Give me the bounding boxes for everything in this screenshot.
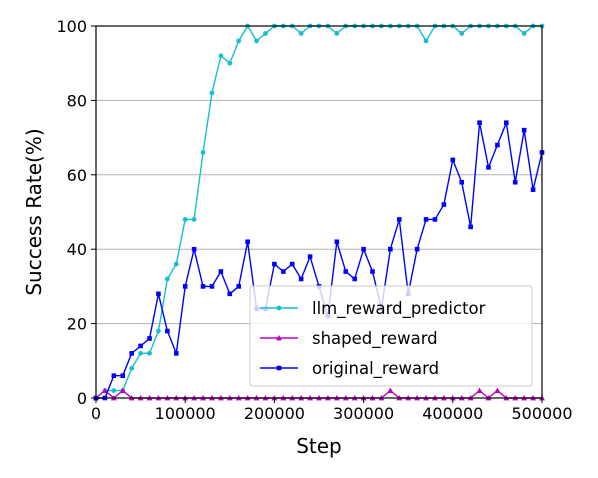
data-point: [361, 246, 366, 252]
data-point: [129, 351, 134, 356]
data-point: [191, 217, 197, 222]
x-axis-label: Step: [296, 434, 342, 458]
x-tick-label: 400000: [422, 404, 483, 423]
data-point: [396, 217, 402, 222]
legend-marker: [276, 365, 282, 371]
data-point: [298, 31, 304, 36]
data-point: [200, 284, 206, 289]
legend-marker: [276, 305, 282, 311]
legend-entry: llm_reward_predictor: [260, 299, 486, 319]
legend-entry: original_reward: [260, 359, 439, 379]
data-point: [236, 38, 242, 44]
data-point: [459, 179, 465, 185]
data-point: [477, 120, 482, 126]
legend-label: llm_reward_predictor: [312, 299, 486, 319]
y-tick-label: 0: [77, 389, 87, 408]
data-point: [218, 53, 224, 59]
data-point: [227, 291, 233, 297]
data-point: [236, 284, 242, 289]
data-point: [156, 328, 161, 334]
data-point: [101, 387, 108, 393]
data-point: [111, 373, 117, 378]
data-point: [200, 150, 206, 155]
data-point: [281, 269, 286, 274]
data-point: [138, 350, 144, 356]
data-point: [182, 217, 188, 222]
data-point: [512, 179, 518, 185]
data-point: [191, 246, 197, 252]
data-point: [504, 120, 509, 126]
legend: llm_reward_predictor shaped_rewardorigina…: [249, 285, 533, 387]
data-point: [298, 276, 304, 282]
x-tick-label: 100000: [155, 404, 216, 423]
data-point: [111, 388, 117, 393]
data-point: [227, 60, 233, 66]
data-point: [459, 31, 465, 36]
data-point: [218, 269, 224, 274]
data-point: [486, 165, 491, 170]
data-point: [334, 239, 340, 245]
axis-ticks: 0 100000 200000 300000 400000 500000 0 20 40 60 80…: [56, 17, 572, 423]
data-point: [147, 350, 152, 356]
data-point: [254, 38, 259, 44]
data-point: [289, 261, 295, 267]
data-point: [129, 365, 135, 371]
y-tick-label: 80: [67, 91, 87, 110]
data-point: [530, 187, 536, 192]
data-point: [182, 284, 188, 289]
data-point: [388, 246, 393, 252]
y-axis-label: Success Rate(%): [22, 128, 46, 295]
data-point: [165, 328, 170, 334]
data-point: [173, 261, 179, 267]
x-tick-label: 500000: [511, 404, 572, 423]
legend-label: original_reward: [312, 359, 439, 379]
plot-frame: [95, 25, 543, 399]
data-point: [521, 31, 527, 36]
data-point: [495, 142, 500, 148]
data-point: [263, 31, 268, 36]
data-point: [494, 387, 501, 393]
data-point: [387, 387, 394, 393]
x-tick-label: 0: [91, 404, 101, 423]
data-point: [307, 254, 313, 259]
data-point: [119, 387, 126, 393]
data-point: [209, 90, 215, 96]
data-point: [441, 202, 447, 207]
data-point: [423, 38, 429, 44]
legend-box: [249, 285, 533, 387]
data-point: [120, 373, 126, 378]
data-point: [245, 239, 250, 245]
data-point: [352, 276, 357, 282]
data-point: [432, 217, 438, 222]
data-point: [476, 387, 483, 393]
data-point: [334, 31, 340, 36]
data-point: [156, 291, 161, 297]
y-tick-label: 40: [67, 240, 87, 259]
legend-marker: [276, 335, 282, 341]
x-tick-label: 300000: [333, 404, 394, 423]
x-tick-label: 200000: [244, 404, 305, 423]
y-tick-label: 60: [67, 166, 87, 185]
data-point: [423, 217, 429, 222]
data-point: [164, 276, 170, 282]
legend-label: shaped_reward: [312, 329, 438, 349]
data-point: [147, 336, 152, 341]
data-point: [209, 284, 215, 289]
data-point: [272, 261, 277, 267]
data-point: [173, 351, 179, 356]
data-point: [343, 269, 349, 274]
data-point: [414, 246, 420, 252]
data-point: [450, 157, 456, 163]
data-point: [521, 127, 527, 133]
data-point: [370, 269, 375, 274]
data-point: [138, 343, 143, 349]
y-tick-label: 100: [56, 17, 87, 36]
y-tick-label: 20: [67, 315, 87, 334]
legend-entry: shaped_reward: [260, 329, 438, 349]
data-point: [468, 224, 473, 230]
